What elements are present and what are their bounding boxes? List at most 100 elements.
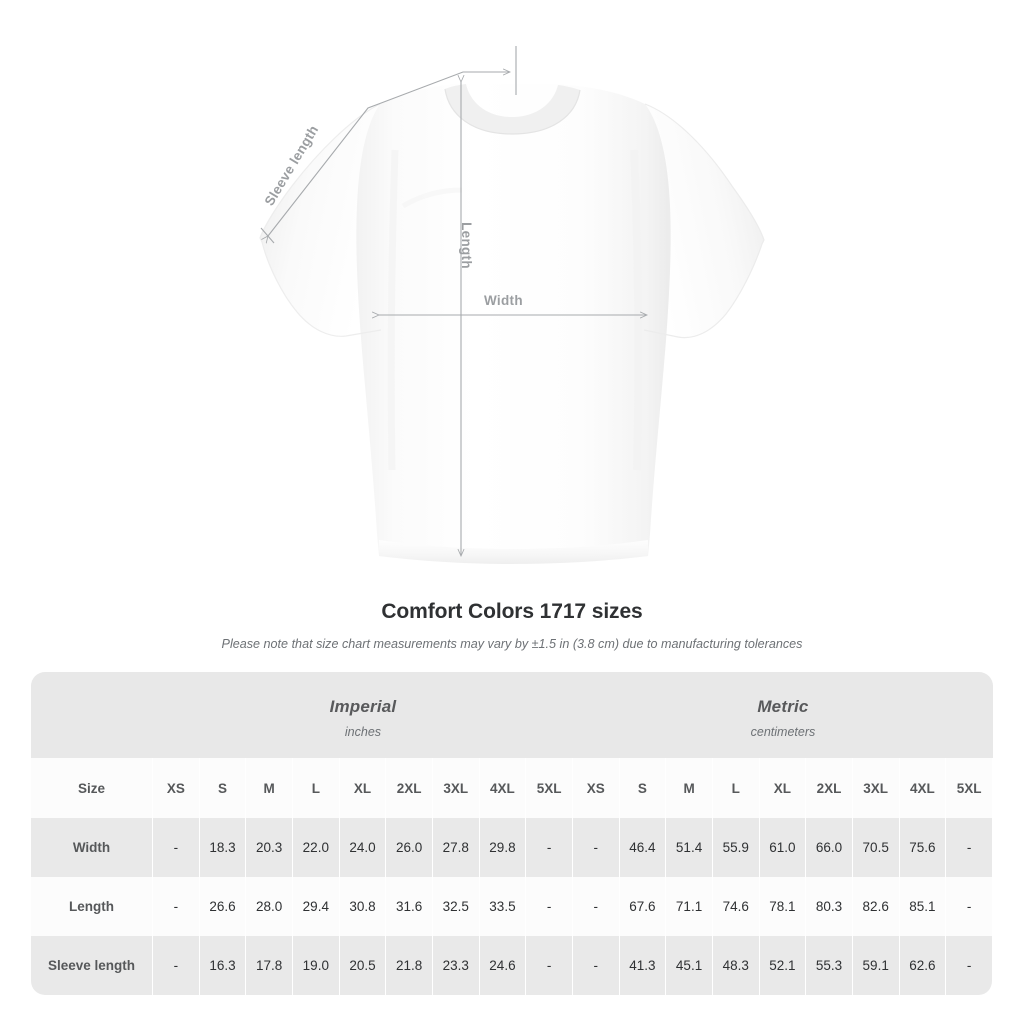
cell-sleeve-length-metric-8: -: [946, 936, 993, 995]
cell-width-metric-3: 55.9: [712, 818, 760, 877]
sleeve-cuff-tick: [260, 227, 275, 244]
page-title: Comfort Colors 1717 sizes: [381, 600, 643, 623]
size-header-m: M: [666, 758, 713, 818]
cell-width-imperial-3: 22.0: [292, 818, 340, 877]
cell-width-imperial-0: -: [153, 818, 200, 877]
cell-length-imperial-1: 26.6: [199, 877, 247, 936]
fabric-fold-right: [630, 149, 643, 471]
cell-width-imperial-2: 20.3: [246, 818, 293, 877]
size-header-3xl: 3XL: [432, 758, 480, 818]
cell-sleeve-length-imperial-5: 21.8: [386, 936, 433, 995]
row-header-width: Width: [31, 818, 154, 877]
size-header-l: L: [292, 758, 340, 818]
unit-banner-row: Imperial inches Metric centimeters: [31, 672, 993, 758]
cell-sleeve-length-metric-0: -: [572, 936, 620, 995]
cell-width-imperial-7: 29.8: [479, 818, 527, 877]
size-header-3xl: 3XL: [852, 758, 900, 818]
size-header-2xl: 2XL: [386, 758, 433, 818]
size-header-xl: XL: [759, 758, 807, 818]
cell-width-metric-6: 70.5: [852, 818, 900, 877]
sleeve-length-arrow: [268, 72, 510, 236]
cell-length-imperial-7: 33.5: [479, 877, 527, 936]
cell-width-metric-1: 46.4: [619, 818, 667, 877]
cell-length-metric-6: 82.6: [852, 877, 900, 936]
table-row: Sleeve length -16.3 17.8 19.0 20.5 21.8 23.3 24…: [31, 936, 993, 995]
cell-sleeve-length-imperial-3: 19.0: [292, 936, 340, 995]
cell-length-metric-3: 74.6: [712, 877, 760, 936]
right-sleeve-outline: [643, 103, 765, 339]
unit-group-imperial: Imperial inches: [153, 672, 573, 758]
size-header-4xl: 4XL: [899, 758, 947, 818]
unit-banner-spacer: [31, 672, 154, 758]
size-header-4xl: 4XL: [479, 758, 527, 818]
size-header-xs: XS: [572, 758, 620, 818]
length-label: Length: [458, 222, 474, 269]
unit-group-sub: inches: [344, 725, 382, 739]
cell-width-metric-2: 51.4: [666, 818, 713, 877]
unit-group-metric: Metric centimeters: [572, 672, 993, 758]
cell-length-imperial-5: 31.6: [386, 877, 433, 936]
cell-sleeve-length-imperial-1: 16.3: [199, 936, 247, 995]
cell-length-metric-8: -: [946, 877, 993, 936]
size-column-header: Size: [31, 758, 154, 818]
cell-width-metric-0: -: [572, 818, 620, 877]
unit-group-name: Imperial: [329, 697, 397, 716]
cell-width-metric-8: -: [946, 818, 993, 877]
cell-sleeve-length-metric-5: 55.3: [806, 936, 853, 995]
cell-width-metric-5: 66.0: [806, 818, 853, 877]
cell-length-metric-5: 80.3: [806, 877, 853, 936]
cell-sleeve-length-metric-6: 59.1: [852, 936, 900, 995]
size-header-m: M: [246, 758, 293, 818]
size-header-5xl: 5XL: [946, 758, 993, 818]
cell-sleeve-length-imperial-2: 17.8: [246, 936, 293, 995]
unit-group-name: Metric: [757, 697, 809, 716]
tolerance-note: Please note that size chart measurements…: [221, 637, 803, 651]
size-table: Imperial inches Metric centimeters Size XS S M L…: [31, 672, 993, 995]
cell-sleeve-length-imperial-7: 24.6: [479, 936, 527, 995]
cell-length-imperial-0: -: [153, 877, 200, 936]
unit-group-sub: centimeters: [750, 725, 816, 739]
cell-sleeve-length-metric-4: 52.1: [759, 936, 807, 995]
cell-length-metric-0: -: [572, 877, 620, 936]
table-row: Length -26.6 28.0 29.4 30.8 31.6 32.5 33.5- -67.…: [31, 877, 993, 936]
size-header-xl: XL: [339, 758, 387, 818]
table-row: Width -18.3 20.3 22.0 24.0 26.0 27.8 29.8- -46.4…: [31, 818, 993, 877]
cell-sleeve-length-imperial-8: -: [526, 936, 573, 995]
cell-width-imperial-6: 27.8: [432, 818, 480, 877]
size-header-s: S: [619, 758, 667, 818]
size-header-row: Size XS S M L XL 2XL 3XL 4XL 5XL XS S M L XL 2XL 3XL 4XL 5…: [31, 758, 993, 818]
cell-length-metric-4: 78.1: [759, 877, 807, 936]
cell-width-imperial-4: 24.0: [339, 818, 387, 877]
size-header-2xl: 2XL: [806, 758, 853, 818]
cell-sleeve-length-metric-2: 45.1: [666, 936, 713, 995]
cell-width-imperial-1: 18.3: [199, 818, 247, 877]
shirt-body: [356, 84, 671, 564]
cell-length-metric-1: 67.6: [619, 877, 667, 936]
cell-sleeve-length-imperial-0: -: [153, 936, 200, 995]
size-header-l: L: [712, 758, 760, 818]
row-header-sleeve-length: Sleeve length: [31, 936, 154, 995]
cell-width-metric-7: 75.6: [899, 818, 947, 877]
size-header-s: S: [199, 758, 247, 818]
tshirt-diagram: Sleeve length Length Width: [259, 46, 765, 564]
cell-length-imperial-6: 32.5: [432, 877, 480, 936]
cell-width-imperial-5: 26.0: [386, 818, 433, 877]
title-block: Comfort Colors 1717 sizes Please note th…: [0, 600, 1024, 651]
cell-length-metric-7: 85.1: [899, 877, 947, 936]
row-header-length: Length: [31, 877, 154, 936]
cell-sleeve-length-metric-1: 41.3: [619, 936, 667, 995]
cell-width-imperial-8: -: [526, 818, 573, 877]
cell-sleeve-length-imperial-6: 23.3: [432, 936, 480, 995]
cell-sleeve-length-imperial-4: 20.5: [339, 936, 387, 995]
cell-sleeve-length-metric-3: 48.3: [712, 936, 760, 995]
tshirt-illustration: [259, 46, 765, 564]
shirt-right-sleeve: [643, 104, 764, 338]
cell-length-imperial-8: -: [526, 877, 573, 936]
size-table-container: Imperial inches Metric centimeters Size XS S M L…: [31, 672, 993, 995]
size-header-5xl: 5XL: [526, 758, 573, 818]
cell-width-metric-4: 61.0: [759, 818, 807, 877]
fabric-fold-left: [387, 149, 399, 471]
cell-length-imperial-2: 28.0: [246, 877, 293, 936]
cell-length-imperial-4: 30.8: [339, 877, 387, 936]
